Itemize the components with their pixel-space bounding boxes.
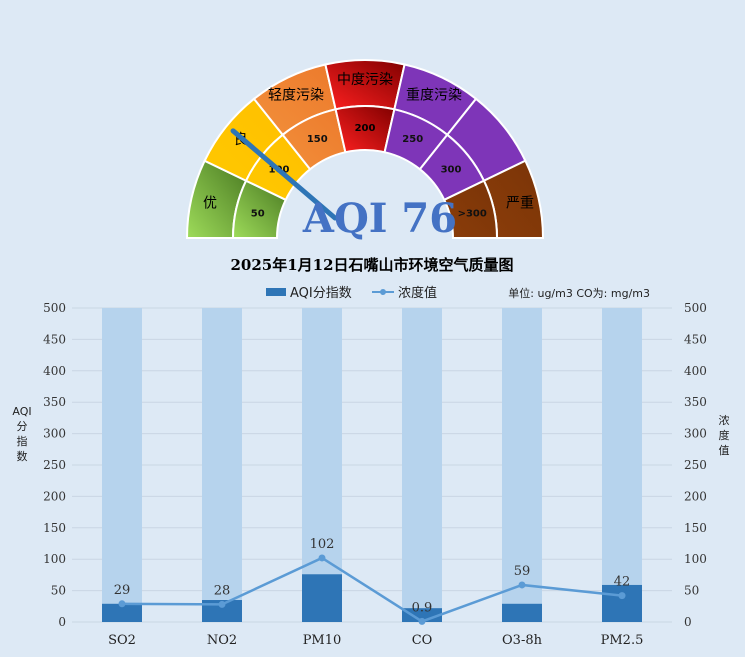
background-bar bbox=[302, 308, 342, 622]
gauge-needle bbox=[230, 128, 338, 221]
gauge-band-label: 优 bbox=[203, 196, 217, 212]
axis-titles: AQI 分指数 浓度值 bbox=[12, 405, 729, 463]
concentration-point bbox=[518, 581, 526, 589]
background-bar bbox=[502, 308, 542, 622]
y-axis-title-right: 浓度值 bbox=[719, 414, 730, 457]
x-tick-label: NO2 bbox=[207, 633, 237, 648]
aqi-bar bbox=[102, 603, 142, 622]
concentration-data-label: 28 bbox=[214, 583, 231, 598]
y-tick-label-right: 50 bbox=[684, 584, 699, 598]
concentration-point bbox=[418, 617, 426, 625]
y-tick-label-left: 250 bbox=[43, 458, 66, 472]
chart-title: 2025年1月12日石嘴山市环境空气质量图 bbox=[230, 256, 513, 274]
gauge-band-label: 中度污染 bbox=[337, 72, 393, 88]
concentration-point bbox=[218, 600, 226, 608]
background-bar bbox=[402, 308, 442, 622]
concentration-data-label: 42 bbox=[614, 575, 631, 590]
y-tick-label-right: 300 bbox=[684, 427, 707, 441]
gauge-band-label: 轻度污染 bbox=[268, 88, 324, 104]
background-bar bbox=[602, 308, 642, 622]
y-tick-label-right: 500 bbox=[684, 301, 707, 315]
aqi-value-label: AQI 76 bbox=[302, 195, 457, 242]
y-tick-label-left: 0 bbox=[58, 615, 66, 629]
concentration-point bbox=[618, 592, 626, 600]
concentration-data-label: 59 bbox=[514, 564, 531, 579]
gauge-tick-label: 250 bbox=[402, 134, 423, 145]
gauge-tick-label: 50 bbox=[251, 209, 265, 220]
gauge-band-inner bbox=[442, 179, 499, 239]
concentration-line bbox=[121, 556, 623, 623]
legend: AQI分指数 浓度值 单位: ug/m3 CO为: mg/m3 bbox=[266, 285, 650, 301]
concentration-data-label: 29 bbox=[114, 583, 131, 598]
y-tick-label-left: 50 bbox=[51, 584, 66, 598]
gauge-tick-label: 300 bbox=[441, 164, 462, 175]
y-tick-label-left: 400 bbox=[43, 364, 66, 378]
y-tick-label-right: 150 bbox=[684, 521, 707, 535]
legend-line-label: 浓度值 bbox=[398, 285, 437, 301]
aqi-bar bbox=[302, 574, 342, 622]
unit-note: 单位: ug/m3 CO为: mg/m3 bbox=[508, 286, 650, 300]
gauge-tick-label: 150 bbox=[307, 134, 328, 145]
plot-area: 0 0 50 50 100 100 150 150 200 200 250 250 300 300 350 3… bbox=[43, 301, 707, 648]
y-tick-label-right: 400 bbox=[684, 364, 707, 378]
y-tick-label-right: 450 bbox=[684, 332, 707, 346]
y-tick-label-right: 100 bbox=[684, 552, 707, 566]
background-bar bbox=[102, 308, 142, 622]
x-tick-label: CO bbox=[412, 633, 433, 648]
background-bar bbox=[202, 308, 242, 622]
x-tick-label: PM2.5 bbox=[601, 633, 644, 648]
legend-line-marker bbox=[380, 289, 386, 295]
concentration-data-label: 102 bbox=[310, 537, 335, 552]
y-tick-label-left: 500 bbox=[43, 301, 66, 315]
x-tick-label: O3-8h bbox=[502, 633, 543, 648]
gauge-tick-label: >300 bbox=[458, 209, 487, 220]
y-tick-label-left: 350 bbox=[43, 395, 66, 409]
x-tick-label: SO2 bbox=[108, 633, 136, 648]
y-tick-label-right: 200 bbox=[684, 489, 707, 503]
aqi-bar bbox=[602, 584, 642, 622]
gauge-band-label: 重度污染 bbox=[406, 88, 462, 104]
y-tick-label-right: 350 bbox=[684, 395, 707, 409]
gauge-tick-label: 200 bbox=[355, 123, 376, 134]
x-tick-label: PM10 bbox=[303, 633, 342, 648]
concentration-point bbox=[318, 554, 326, 562]
y-tick-label-left: 300 bbox=[43, 427, 66, 441]
y-tick-label-left: 200 bbox=[43, 489, 66, 503]
gauge-band-label: 严重 bbox=[506, 196, 534, 212]
legend-bar-swatch bbox=[266, 288, 286, 296]
y-tick-label-left: 100 bbox=[43, 552, 66, 566]
y-tick-label-left: 150 bbox=[43, 521, 66, 535]
concentration-data-label: 0.9 bbox=[412, 600, 433, 615]
y-tick-label-right: 250 bbox=[684, 458, 707, 472]
aqi-bar bbox=[502, 603, 542, 622]
y-tick-label-right: 0 bbox=[684, 615, 692, 629]
legend-bar-label: AQI分指数 bbox=[290, 286, 352, 301]
y-axis-title-left: AQI 分指数 bbox=[12, 405, 31, 463]
concentration-point bbox=[118, 600, 126, 608]
y-tick-label-left: 450 bbox=[43, 332, 66, 346]
